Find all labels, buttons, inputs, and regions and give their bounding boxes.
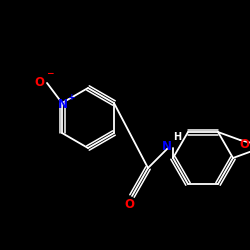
Text: O: O: [239, 138, 249, 150]
Text: O: O: [124, 198, 134, 210]
Text: −: −: [46, 70, 54, 78]
Text: N: N: [162, 140, 172, 152]
Text: H: H: [173, 132, 181, 142]
Text: N: N: [58, 98, 68, 112]
Text: O: O: [34, 76, 44, 88]
Text: +: +: [68, 94, 76, 102]
